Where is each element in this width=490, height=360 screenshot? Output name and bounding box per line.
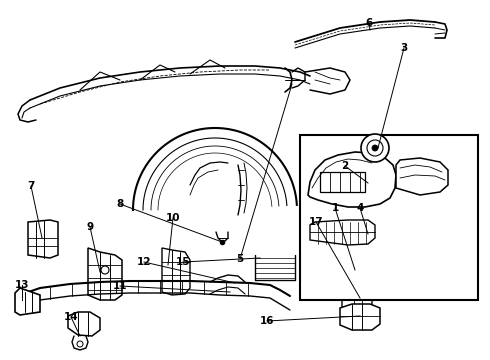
Polygon shape [310, 220, 375, 245]
Text: 5: 5 [236, 254, 244, 264]
Text: 2: 2 [342, 161, 348, 171]
Text: 17: 17 [309, 217, 323, 227]
Circle shape [367, 140, 383, 156]
Text: 14: 14 [64, 312, 78, 322]
Text: 8: 8 [117, 199, 123, 209]
Text: 15: 15 [176, 257, 190, 267]
Polygon shape [342, 284, 372, 318]
Polygon shape [320, 172, 365, 192]
Polygon shape [88, 248, 122, 300]
Polygon shape [15, 288, 40, 315]
Polygon shape [162, 248, 190, 295]
Text: 4: 4 [356, 203, 364, 213]
Circle shape [361, 134, 389, 162]
Polygon shape [340, 304, 380, 330]
Text: 16: 16 [260, 316, 274, 326]
Text: 12: 12 [137, 257, 151, 267]
Text: 1: 1 [331, 203, 339, 213]
Polygon shape [28, 220, 58, 258]
Text: 13: 13 [15, 280, 29, 290]
Text: 3: 3 [400, 43, 408, 53]
Text: 11: 11 [113, 281, 127, 291]
Polygon shape [308, 152, 396, 207]
Text: 7: 7 [27, 181, 35, 191]
Polygon shape [396, 158, 448, 195]
Text: 9: 9 [86, 222, 94, 232]
Text: 6: 6 [366, 18, 372, 28]
Bar [300, 135, 478, 300]
Polygon shape [68, 312, 100, 336]
Text: 10: 10 [166, 213, 180, 223]
Circle shape [372, 145, 378, 151]
